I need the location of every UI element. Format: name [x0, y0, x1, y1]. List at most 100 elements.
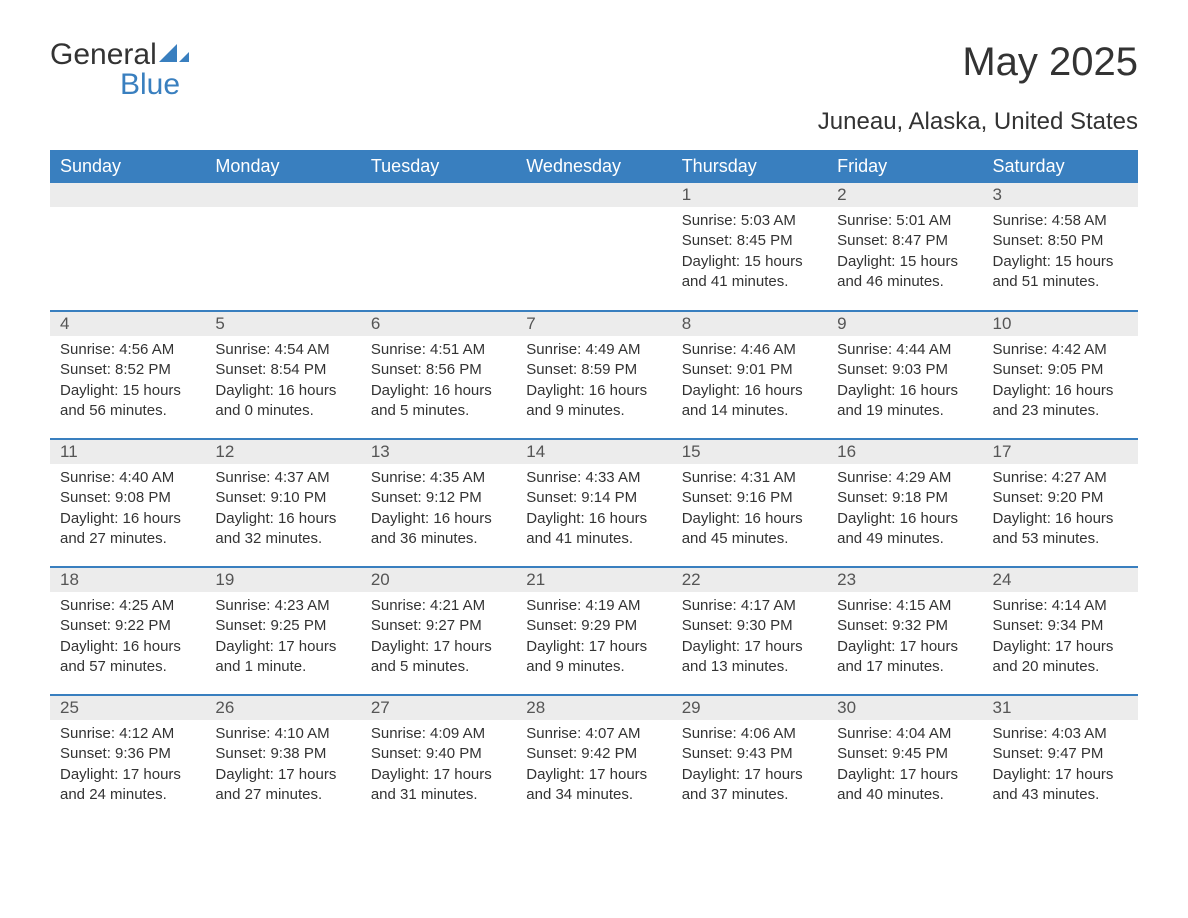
calendar-cell: 11Sunrise: 4:40 AMSunset: 9:08 PMDayligh… — [50, 439, 205, 567]
col-header: Wednesday — [516, 150, 671, 183]
calendar-cell: 18Sunrise: 4:25 AMSunset: 9:22 PMDayligh… — [50, 567, 205, 695]
day-details: Sunrise: 4:14 AMSunset: 9:34 PMDaylight:… — [983, 592, 1138, 685]
day-number: 14 — [516, 440, 671, 464]
day-details: Sunrise: 4:51 AMSunset: 8:56 PMDaylight:… — [361, 336, 516, 429]
calendar-week-row: 1Sunrise: 5:03 AMSunset: 8:45 PMDaylight… — [50, 183, 1138, 311]
day-details: Sunrise: 4:58 AMSunset: 8:50 PMDaylight:… — [983, 207, 1138, 300]
day-number: 21 — [516, 568, 671, 592]
empty-day-header — [361, 183, 516, 207]
day-details: Sunrise: 4:12 AMSunset: 9:36 PMDaylight:… — [50, 720, 205, 813]
calendar-cell: 13Sunrise: 4:35 AMSunset: 9:12 PMDayligh… — [361, 439, 516, 567]
day-details: Sunrise: 4:49 AMSunset: 8:59 PMDaylight:… — [516, 336, 671, 429]
calendar-cell: 8Sunrise: 4:46 AMSunset: 9:01 PMDaylight… — [672, 311, 827, 439]
calendar-cell: 3Sunrise: 4:58 AMSunset: 8:50 PMDaylight… — [983, 183, 1138, 311]
day-details: Sunrise: 4:04 AMSunset: 9:45 PMDaylight:… — [827, 720, 982, 813]
day-number: 10 — [983, 312, 1138, 336]
day-details: Sunrise: 4:29 AMSunset: 9:18 PMDaylight:… — [827, 464, 982, 557]
col-header: Thursday — [672, 150, 827, 183]
day-number: 17 — [983, 440, 1138, 464]
day-details: Sunrise: 4:54 AMSunset: 8:54 PMDaylight:… — [205, 336, 360, 429]
day-number: 29 — [672, 696, 827, 720]
logo-text: General Blue — [50, 40, 191, 100]
day-number: 20 — [361, 568, 516, 592]
day-number: 18 — [50, 568, 205, 592]
calendar-cell: 26Sunrise: 4:10 AMSunset: 9:38 PMDayligh… — [205, 695, 360, 823]
day-details: Sunrise: 4:40 AMSunset: 9:08 PMDaylight:… — [50, 464, 205, 557]
day-details: Sunrise: 4:06 AMSunset: 9:43 PMDaylight:… — [672, 720, 827, 813]
page-header: General Blue May 2025 — [50, 40, 1138, 100]
day-number: 22 — [672, 568, 827, 592]
calendar-header-row: Sunday Monday Tuesday Wednesday Thursday… — [50, 150, 1138, 183]
day-details: Sunrise: 4:03 AMSunset: 9:47 PMDaylight:… — [983, 720, 1138, 813]
logo: General Blue — [50, 40, 191, 100]
day-number: 24 — [983, 568, 1138, 592]
day-details: Sunrise: 4:19 AMSunset: 9:29 PMDaylight:… — [516, 592, 671, 685]
day-number: 11 — [50, 440, 205, 464]
calendar-cell: 29Sunrise: 4:06 AMSunset: 9:43 PMDayligh… — [672, 695, 827, 823]
day-number: 5 — [205, 312, 360, 336]
location-label: Juneau, Alaska, United States — [50, 108, 1138, 136]
calendar-cell: 31Sunrise: 4:03 AMSunset: 9:47 PMDayligh… — [983, 695, 1138, 823]
day-number: 27 — [361, 696, 516, 720]
calendar-cell: 15Sunrise: 4:31 AMSunset: 9:16 PMDayligh… — [672, 439, 827, 567]
calendar-week-row: 25Sunrise: 4:12 AMSunset: 9:36 PMDayligh… — [50, 695, 1138, 823]
logo-text-general: General — [50, 38, 157, 71]
calendar-cell: 30Sunrise: 4:04 AMSunset: 9:45 PMDayligh… — [827, 695, 982, 823]
calendar-cell: 19Sunrise: 4:23 AMSunset: 9:25 PMDayligh… — [205, 567, 360, 695]
calendar-cell: 2Sunrise: 5:01 AMSunset: 8:47 PMDaylight… — [827, 183, 982, 311]
day-number: 6 — [361, 312, 516, 336]
day-details: Sunrise: 5:01 AMSunset: 8:47 PMDaylight:… — [827, 207, 982, 300]
day-number: 15 — [672, 440, 827, 464]
day-number: 7 — [516, 312, 671, 336]
empty-day-header — [516, 183, 671, 207]
calendar-cell: 6Sunrise: 4:51 AMSunset: 8:56 PMDaylight… — [361, 311, 516, 439]
day-details: Sunrise: 4:42 AMSunset: 9:05 PMDaylight:… — [983, 336, 1138, 429]
day-details: Sunrise: 4:44 AMSunset: 9:03 PMDaylight:… — [827, 336, 982, 429]
calendar-cell: 27Sunrise: 4:09 AMSunset: 9:40 PMDayligh… — [361, 695, 516, 823]
col-header: Sunday — [50, 150, 205, 183]
day-details: Sunrise: 5:03 AMSunset: 8:45 PMDaylight:… — [672, 207, 827, 300]
day-details: Sunrise: 4:21 AMSunset: 9:27 PMDaylight:… — [361, 592, 516, 685]
day-details: Sunrise: 4:09 AMSunset: 9:40 PMDaylight:… — [361, 720, 516, 813]
calendar-cell: 17Sunrise: 4:27 AMSunset: 9:20 PMDayligh… — [983, 439, 1138, 567]
calendar-cell: 10Sunrise: 4:42 AMSunset: 9:05 PMDayligh… — [983, 311, 1138, 439]
day-details: Sunrise: 4:25 AMSunset: 9:22 PMDaylight:… — [50, 592, 205, 685]
logo-text-blue: Blue — [50, 68, 180, 101]
col-header: Friday — [827, 150, 982, 183]
day-details: Sunrise: 4:56 AMSunset: 8:52 PMDaylight:… — [50, 336, 205, 429]
day-number: 12 — [205, 440, 360, 464]
calendar-cell — [361, 183, 516, 311]
empty-day-header — [205, 183, 360, 207]
day-details: Sunrise: 4:27 AMSunset: 9:20 PMDaylight:… — [983, 464, 1138, 557]
col-header: Tuesday — [361, 150, 516, 183]
calendar-cell: 7Sunrise: 4:49 AMSunset: 8:59 PMDaylight… — [516, 311, 671, 439]
calendar-table: Sunday Monday Tuesday Wednesday Thursday… — [50, 150, 1138, 823]
calendar-week-row: 4Sunrise: 4:56 AMSunset: 8:52 PMDaylight… — [50, 311, 1138, 439]
calendar-cell: 16Sunrise: 4:29 AMSunset: 9:18 PMDayligh… — [827, 439, 982, 567]
day-number: 1 — [672, 183, 827, 207]
calendar-body: 1Sunrise: 5:03 AMSunset: 8:45 PMDaylight… — [50, 183, 1138, 823]
day-number: 31 — [983, 696, 1138, 720]
day-details: Sunrise: 4:33 AMSunset: 9:14 PMDaylight:… — [516, 464, 671, 557]
day-number: 30 — [827, 696, 982, 720]
day-number: 2 — [827, 183, 982, 207]
day-details: Sunrise: 4:10 AMSunset: 9:38 PMDaylight:… — [205, 720, 360, 813]
calendar-cell: 28Sunrise: 4:07 AMSunset: 9:42 PMDayligh… — [516, 695, 671, 823]
day-number: 8 — [672, 312, 827, 336]
day-number: 28 — [516, 696, 671, 720]
empty-day-header — [50, 183, 205, 207]
calendar-cell: 20Sunrise: 4:21 AMSunset: 9:27 PMDayligh… — [361, 567, 516, 695]
calendar-cell: 24Sunrise: 4:14 AMSunset: 9:34 PMDayligh… — [983, 567, 1138, 695]
calendar-cell: 25Sunrise: 4:12 AMSunset: 9:36 PMDayligh… — [50, 695, 205, 823]
calendar-cell: 5Sunrise: 4:54 AMSunset: 8:54 PMDaylight… — [205, 311, 360, 439]
day-number: 16 — [827, 440, 982, 464]
calendar-week-row: 18Sunrise: 4:25 AMSunset: 9:22 PMDayligh… — [50, 567, 1138, 695]
day-details: Sunrise: 4:17 AMSunset: 9:30 PMDaylight:… — [672, 592, 827, 685]
day-details: Sunrise: 4:31 AMSunset: 9:16 PMDaylight:… — [672, 464, 827, 557]
calendar-cell: 9Sunrise: 4:44 AMSunset: 9:03 PMDaylight… — [827, 311, 982, 439]
calendar-cell: 14Sunrise: 4:33 AMSunset: 9:14 PMDayligh… — [516, 439, 671, 567]
logo-sail-icon — [157, 40, 191, 70]
col-header: Monday — [205, 150, 360, 183]
day-number: 9 — [827, 312, 982, 336]
day-number: 13 — [361, 440, 516, 464]
